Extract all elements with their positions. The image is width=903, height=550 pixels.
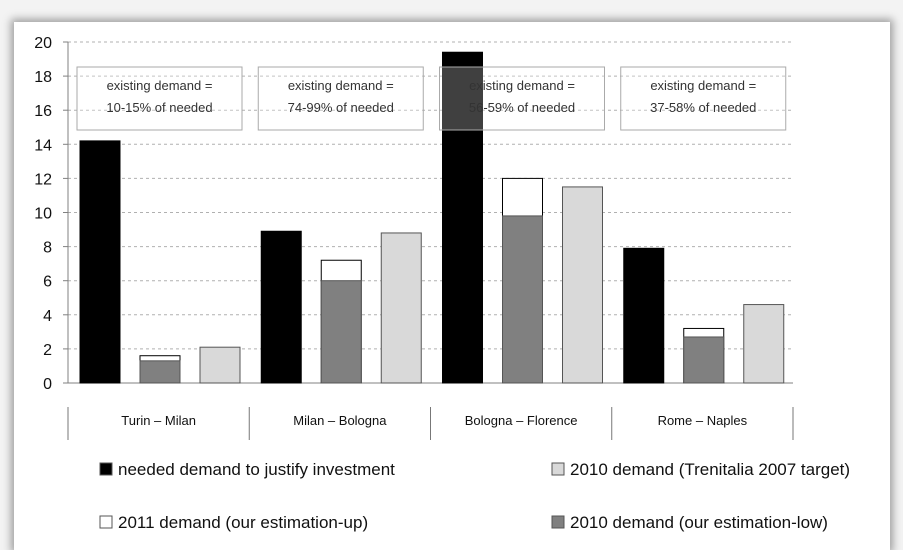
annotation-line2: 37-58% of needed: [650, 100, 756, 115]
bar-estimation-low: [139, 360, 181, 384]
legend-swatch: [551, 462, 565, 476]
annotation-line1: existing demand =: [469, 78, 575, 93]
y-tick-label: 14: [34, 137, 52, 154]
bar-needed: [442, 51, 483, 384]
y-tick-label: 8: [43, 240, 52, 257]
y-tick-label: 12: [34, 171, 52, 188]
category-label: Turin – Milan: [121, 413, 196, 428]
annotation-box: [439, 66, 605, 131]
bar-needed: [260, 230, 302, 384]
legend-label: 2010 demand (our estimation-low): [570, 513, 828, 532]
annotation-line1: existing demand =: [107, 78, 213, 93]
legend-label: needed demand to justify investment: [118, 460, 395, 479]
y-tick-label: 10: [34, 206, 52, 223]
annotation-box: [620, 66, 787, 131]
annotation-line1: existing demand =: [650, 78, 756, 93]
x-axis: Turin – Milan Milan – Bologna Bologna – Fl…: [67, 407, 794, 440]
annotations: existing demand = 10-15% of needed existin…: [76, 66, 787, 131]
y-axis: 0 2 4 6 8 10 12 14 16 18 20: [34, 35, 793, 393]
category-label: Bologna – Florence: [465, 413, 578, 428]
legend-label: 2010 demand (Trenitalia 2007 target): [570, 460, 850, 479]
bar-estimation-low: [683, 336, 725, 384]
bar-trenitalia-target: [562, 186, 603, 384]
legend-swatch: [551, 515, 565, 529]
bar-trenitalia-target: [743, 304, 785, 384]
legend-swatch: [99, 462, 113, 476]
legend-swatch: [99, 515, 113, 529]
y-tick-label: 20: [34, 35, 52, 52]
bar-trenitalia-target: [380, 232, 422, 384]
annotation-box: [257, 66, 424, 131]
legend-label: 2011 demand (our estimation-up): [118, 513, 368, 532]
bars: [79, 51, 785, 384]
category-label: Milan – Bologna: [293, 413, 387, 428]
y-tick-label: 6: [43, 274, 52, 291]
annotation-box: [76, 66, 243, 131]
bar-needed: [79, 140, 121, 384]
y-tick-label: 0: [43, 376, 52, 393]
annotation-line2: 56-59% of needed: [469, 100, 575, 115]
annotation-line2: 74-99% of needed: [288, 100, 394, 115]
bar-needed: [623, 247, 665, 384]
y-tick-label: 16: [34, 103, 52, 120]
bar-estimation-low: [320, 280, 362, 384]
legend: needed demand to justify investment 2010 …: [99, 460, 850, 532]
grid-lines: [68, 41, 793, 350]
annotation-line2: 10-15% of needed: [106, 100, 212, 115]
annotation-line1: existing demand =: [288, 78, 394, 93]
y-tick-label: 18: [34, 69, 52, 86]
bar-trenitalia-target: [199, 346, 241, 384]
bar-estimation-low: [502, 215, 543, 384]
category-label: Rome – Naples: [658, 413, 748, 428]
y-tick-label: 2: [43, 342, 52, 359]
y-tick-label: 4: [43, 308, 52, 325]
